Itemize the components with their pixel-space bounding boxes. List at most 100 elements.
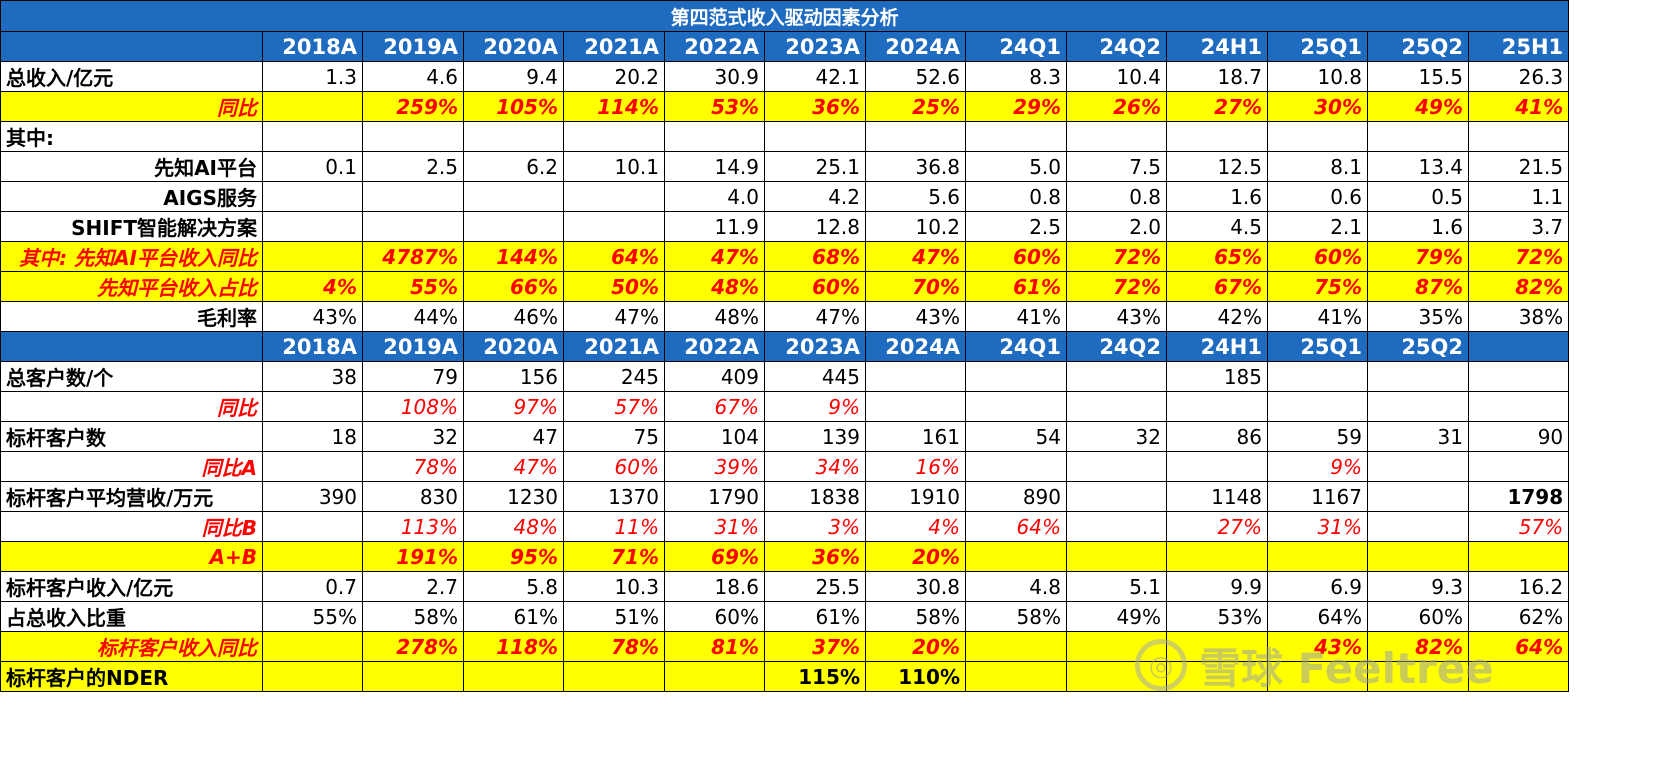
column-header[interactable]: 25H1 bbox=[1467, 31, 1570, 62]
data-cell[interactable]: 409 bbox=[664, 361, 765, 392]
data-cell[interactable] bbox=[865, 121, 966, 152]
data-cell[interactable]: 78% bbox=[362, 451, 464, 482]
data-cell[interactable]: 48% bbox=[463, 511, 564, 542]
data-cell[interactable]: 47% bbox=[563, 301, 665, 332]
data-cell[interactable]: 1.6 bbox=[1166, 181, 1268, 212]
data-cell[interactable]: 67% bbox=[1166, 271, 1268, 302]
data-cell[interactable]: 161 bbox=[865, 421, 966, 452]
data-cell[interactable] bbox=[1166, 121, 1268, 152]
data-cell[interactable]: 48% bbox=[664, 271, 765, 302]
column-header[interactable]: 2022A bbox=[664, 331, 765, 362]
column-header[interactable]: 2018A bbox=[262, 31, 363, 62]
row-label[interactable]: 标杆客户数 bbox=[0, 421, 263, 452]
data-cell[interactable]: 58% bbox=[865, 601, 966, 632]
data-cell[interactable]: 26.3 bbox=[1467, 61, 1570, 92]
data-cell[interactable]: 36% bbox=[764, 541, 866, 572]
data-cell[interactable] bbox=[1066, 661, 1167, 692]
data-cell[interactable] bbox=[1166, 631, 1268, 662]
data-cell[interactable]: 9.9 bbox=[1166, 571, 1268, 602]
data-cell[interactable]: 30.8 bbox=[865, 571, 966, 602]
data-cell[interactable] bbox=[563, 181, 665, 212]
data-cell[interactable]: 87% bbox=[1367, 271, 1469, 302]
data-cell[interactable]: 58% bbox=[965, 601, 1067, 632]
data-cell[interactable]: 20% bbox=[865, 631, 966, 662]
data-cell[interactable]: 58% bbox=[362, 601, 464, 632]
data-cell[interactable]: 60% bbox=[664, 601, 765, 632]
data-cell[interactable]: 64% bbox=[563, 241, 665, 272]
data-cell[interactable]: 35% bbox=[1367, 301, 1469, 332]
data-cell[interactable] bbox=[362, 661, 464, 692]
data-cell[interactable]: 72% bbox=[1066, 271, 1167, 302]
data-cell[interactable]: 49% bbox=[1066, 601, 1167, 632]
data-cell[interactable] bbox=[362, 211, 464, 242]
data-cell[interactable]: 55% bbox=[262, 601, 363, 632]
data-cell[interactable]: 41% bbox=[1467, 91, 1570, 122]
data-cell[interactable]: 47 bbox=[463, 421, 564, 452]
row-label[interactable]: 占总收入比重 bbox=[0, 601, 263, 632]
data-cell[interactable]: 1838 bbox=[764, 481, 866, 512]
data-cell[interactable]: 3% bbox=[764, 511, 866, 542]
data-cell[interactable] bbox=[865, 391, 966, 422]
data-cell[interactable] bbox=[362, 181, 464, 212]
data-cell[interactable]: 1230 bbox=[463, 481, 564, 512]
data-cell[interactable]: 1910 bbox=[865, 481, 966, 512]
data-cell[interactable]: 30% bbox=[1267, 91, 1368, 122]
data-cell[interactable]: 890 bbox=[965, 481, 1067, 512]
data-cell[interactable] bbox=[965, 541, 1067, 572]
column-header[interactable]: 25Q2 bbox=[1367, 31, 1469, 62]
data-cell[interactable]: 81% bbox=[664, 631, 765, 662]
data-cell[interactable] bbox=[262, 451, 363, 482]
data-cell[interactable]: 39% bbox=[664, 451, 765, 482]
row-label[interactable]: 其中: bbox=[0, 121, 263, 152]
data-cell[interactable] bbox=[262, 211, 363, 242]
data-cell[interactable]: 7.5 bbox=[1066, 151, 1167, 182]
data-cell[interactable]: 43% bbox=[865, 301, 966, 332]
data-cell[interactable]: 185 bbox=[1166, 361, 1268, 392]
data-cell[interactable] bbox=[1367, 361, 1469, 392]
data-cell[interactable] bbox=[262, 661, 363, 692]
data-cell[interactable]: 60% bbox=[1267, 241, 1368, 272]
data-cell[interactable] bbox=[764, 121, 866, 152]
data-cell[interactable]: 27% bbox=[1166, 91, 1268, 122]
column-header[interactable]: 24Q1 bbox=[965, 31, 1067, 62]
data-cell[interactable]: 31% bbox=[664, 511, 765, 542]
data-cell[interactable] bbox=[1467, 451, 1570, 482]
data-cell[interactable]: 38% bbox=[1467, 301, 1570, 332]
data-cell[interactable]: 90 bbox=[1467, 421, 1570, 452]
data-cell[interactable]: 44% bbox=[362, 301, 464, 332]
data-cell[interactable]: 2.1 bbox=[1267, 211, 1368, 242]
data-cell[interactable]: 8.1 bbox=[1267, 151, 1368, 182]
data-cell[interactable]: 1790 bbox=[664, 481, 765, 512]
row-label[interactable]: 总客户数/个 bbox=[0, 361, 263, 392]
data-cell[interactable] bbox=[262, 121, 363, 152]
data-cell[interactable] bbox=[262, 511, 363, 542]
data-cell[interactable]: 37% bbox=[764, 631, 866, 662]
data-cell[interactable]: 2.7 bbox=[362, 571, 464, 602]
data-cell[interactable]: 5.8 bbox=[463, 571, 564, 602]
data-cell[interactable] bbox=[664, 661, 765, 692]
data-cell[interactable]: 11% bbox=[563, 511, 665, 542]
column-header[interactable]: 24Q1 bbox=[965, 331, 1067, 362]
data-cell[interactable] bbox=[1467, 361, 1570, 392]
data-cell[interactable]: 66% bbox=[463, 271, 564, 302]
data-cell[interactable] bbox=[1166, 451, 1268, 482]
row-label[interactable]: A+B bbox=[0, 541, 263, 572]
data-cell[interactable]: 64% bbox=[965, 511, 1067, 542]
table-title[interactable]: 第四范式收入驱动因素分析 bbox=[0, 0, 1570, 32]
data-cell[interactable]: 51% bbox=[563, 601, 665, 632]
data-cell[interactable] bbox=[1267, 541, 1368, 572]
data-cell[interactable]: 82% bbox=[1367, 631, 1469, 662]
data-cell[interactable] bbox=[1066, 451, 1167, 482]
row-label[interactable]: SHIFT智能解决方案 bbox=[0, 211, 263, 242]
data-cell[interactable]: 71% bbox=[563, 541, 665, 572]
data-cell[interactable]: 41% bbox=[965, 301, 1067, 332]
data-cell[interactable]: 36% bbox=[764, 91, 866, 122]
data-cell[interactable]: 1370 bbox=[563, 481, 665, 512]
data-cell[interactable]: 6.9 bbox=[1267, 571, 1368, 602]
data-cell[interactable]: 13.4 bbox=[1367, 151, 1469, 182]
column-header[interactable]: 25Q1 bbox=[1267, 331, 1368, 362]
data-cell[interactable] bbox=[664, 121, 765, 152]
column-header[interactable]: 2023A bbox=[764, 331, 866, 362]
data-cell[interactable]: 26% bbox=[1066, 91, 1167, 122]
data-cell[interactable] bbox=[1367, 511, 1469, 542]
